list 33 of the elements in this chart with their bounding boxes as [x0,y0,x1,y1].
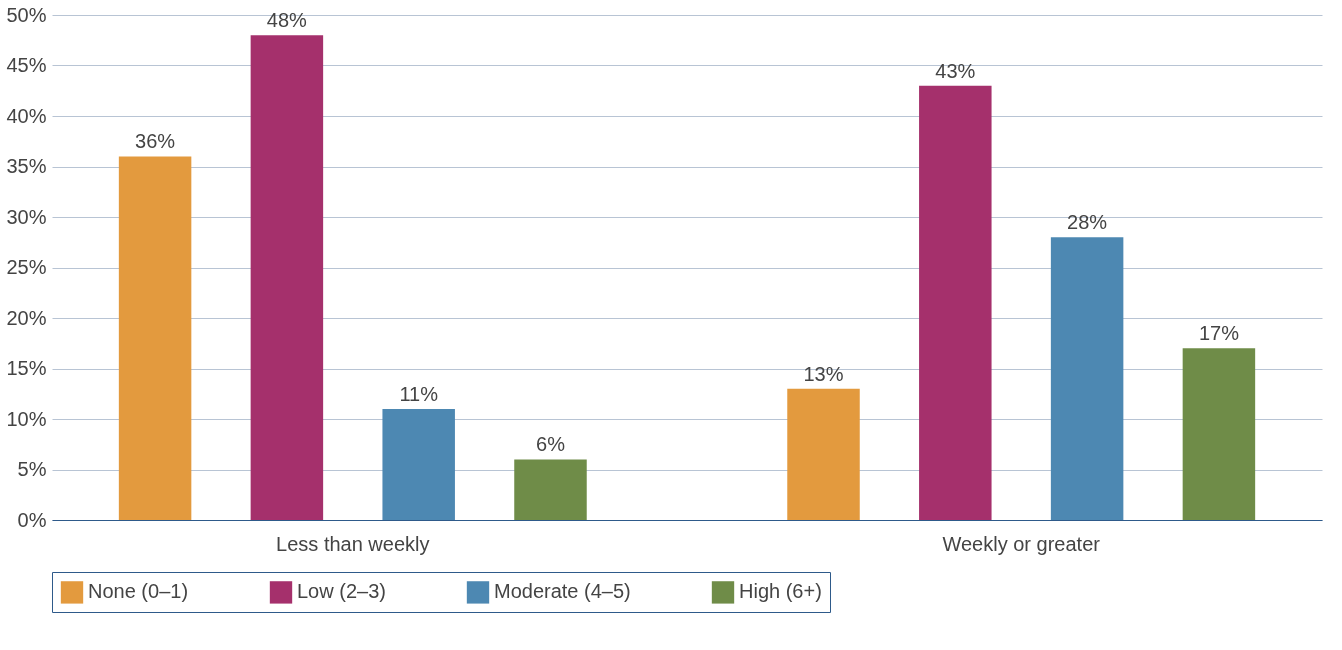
y-tick-label: 45% [6,54,47,76]
legend-label: Low (2–3) [297,580,386,603]
legend-label: None (0–1) [88,580,189,603]
data-label: 43% [935,59,976,82]
data-label: 11% [399,382,439,405]
data-label: 36% [135,130,176,153]
bar [118,156,192,520]
bar [1050,237,1124,520]
y-tick-label: 15% [6,357,47,379]
y-tick-label: 0% [17,508,47,531]
bar [514,459,587,520]
x-tick-label: Weekly or greater [942,532,1101,555]
data-label: 17% [1198,322,1240,345]
bar [250,35,324,520]
bar [382,408,455,520]
data-label: 13% [803,362,844,385]
y-tick-label: 40% [6,104,47,127]
y-tick-label: 25% [6,256,47,278]
data-label: 28% [1067,211,1108,234]
y-tick-label: 35% [6,155,47,177]
y-tick-label: 10% [6,407,47,430]
x-tick-label: Less than weekly [276,532,430,555]
bar [787,388,860,520]
bar [919,85,992,520]
y-tick-label: 5% [17,458,47,480]
legend-label: Moderate (4–5) [494,580,631,603]
y-tick-label: 50% [6,3,47,26]
bar [1182,348,1256,520]
y-tick-label: 30% [6,205,47,228]
data-label: 6% [536,433,566,456]
y-tick-label: 20% [6,306,47,329]
data-label: 48% [266,9,308,32]
legend-label: High (6+) [739,580,822,603]
